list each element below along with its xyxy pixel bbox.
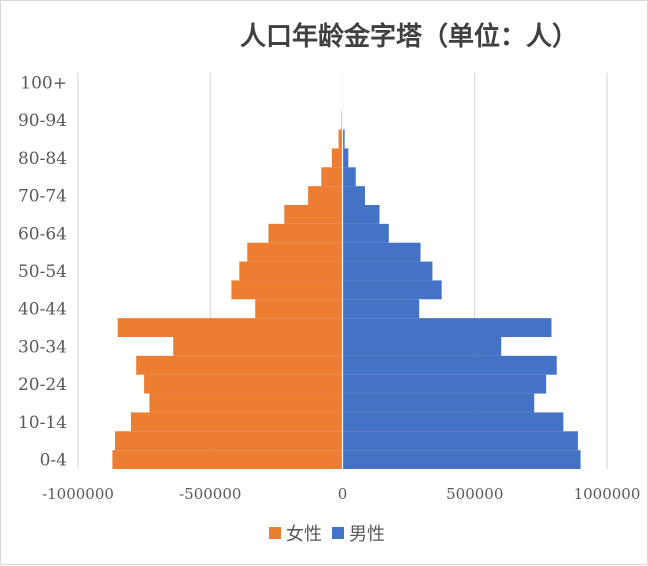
x-tick-label: -1000000 bbox=[42, 485, 114, 503]
bar-male-35-39 bbox=[343, 318, 552, 337]
x-tick-label: -500000 bbox=[179, 485, 241, 503]
bar-male-40-44 bbox=[343, 299, 420, 318]
bar-male-45-49 bbox=[343, 280, 442, 299]
y-tick-label: 100+ bbox=[20, 73, 67, 93]
bars bbox=[112, 73, 580, 469]
x-tick-label: 500000 bbox=[446, 485, 503, 503]
legend-swatch bbox=[269, 527, 281, 539]
bar-female-5-9 bbox=[115, 431, 342, 450]
legend-item-female: 女性 bbox=[269, 524, 322, 545]
bar-female-15-19 bbox=[149, 394, 342, 413]
y-tick-label: 50-54 bbox=[18, 262, 67, 282]
y-tick-label: 90-94 bbox=[18, 111, 67, 131]
bar-male-0-4 bbox=[343, 450, 581, 469]
x-tick-label: 1000000 bbox=[574, 485, 641, 503]
bar-male-70-74 bbox=[343, 186, 365, 205]
bar-female-80-84 bbox=[332, 148, 343, 167]
bar-female-70-74 bbox=[308, 186, 342, 205]
bar-male-10-14 bbox=[343, 412, 564, 431]
bar-female-40-44 bbox=[255, 299, 342, 318]
bar-female-35-39 bbox=[118, 318, 343, 337]
y-tick-label: 40-44 bbox=[18, 300, 67, 320]
y-tick-label: 0-4 bbox=[40, 451, 67, 471]
bar-male-60-64 bbox=[343, 224, 389, 243]
bar-female-75-79 bbox=[321, 167, 342, 186]
chart-title: 人口年龄金字塔（单位：人） bbox=[240, 21, 578, 52]
legend-item-male: 男性 bbox=[332, 524, 385, 545]
legend: 女性 男性 bbox=[269, 524, 385, 545]
bar-female-55-59 bbox=[247, 243, 342, 262]
y-tick-label: 60-64 bbox=[18, 224, 67, 244]
bar-male-65-69 bbox=[343, 205, 380, 224]
bar-female-0-4 bbox=[112, 450, 342, 469]
legend-label: 女性 bbox=[286, 524, 322, 545]
bar-male-20-24 bbox=[343, 375, 547, 394]
bar-male-80-84 bbox=[343, 148, 349, 167]
bar-female-45-49 bbox=[231, 280, 342, 299]
y-axis-labels: 0-4 10-14 20-24 30-34 40-44 50-54 60-64 70-74 80… bbox=[18, 73, 67, 470]
bar-male-15-19 bbox=[343, 394, 535, 413]
bar-female-25-29 bbox=[136, 356, 342, 375]
bar-female-65-69 bbox=[284, 205, 342, 224]
y-tick-label: 10-14 bbox=[18, 413, 67, 433]
x-tick-label: 0 bbox=[338, 485, 348, 503]
bar-male-75-79 bbox=[343, 167, 356, 186]
y-tick-label: 80-84 bbox=[18, 149, 67, 169]
bar-male-55-59 bbox=[343, 243, 421, 262]
x-axis-labels: -1000000 -500000 0 500000 1000000 bbox=[42, 485, 640, 503]
legend-label: 男性 bbox=[349, 524, 385, 545]
bar-female-30-34 bbox=[173, 337, 342, 356]
y-tick-label: 20-24 bbox=[18, 375, 67, 395]
y-tick-label: 70-74 bbox=[18, 187, 67, 207]
legend-swatch bbox=[332, 527, 344, 539]
bar-female-60-64 bbox=[268, 224, 342, 243]
bar-male-30-34 bbox=[343, 337, 502, 356]
y-tick-label: 30-34 bbox=[18, 337, 67, 357]
bar-male-50-54 bbox=[343, 262, 433, 281]
bar-female-10-14 bbox=[131, 412, 343, 431]
bar-female-50-54 bbox=[239, 262, 342, 281]
bar-male-5-9 bbox=[343, 431, 578, 450]
bar-male-25-29 bbox=[343, 356, 557, 375]
bar-female-20-24 bbox=[144, 375, 342, 394]
